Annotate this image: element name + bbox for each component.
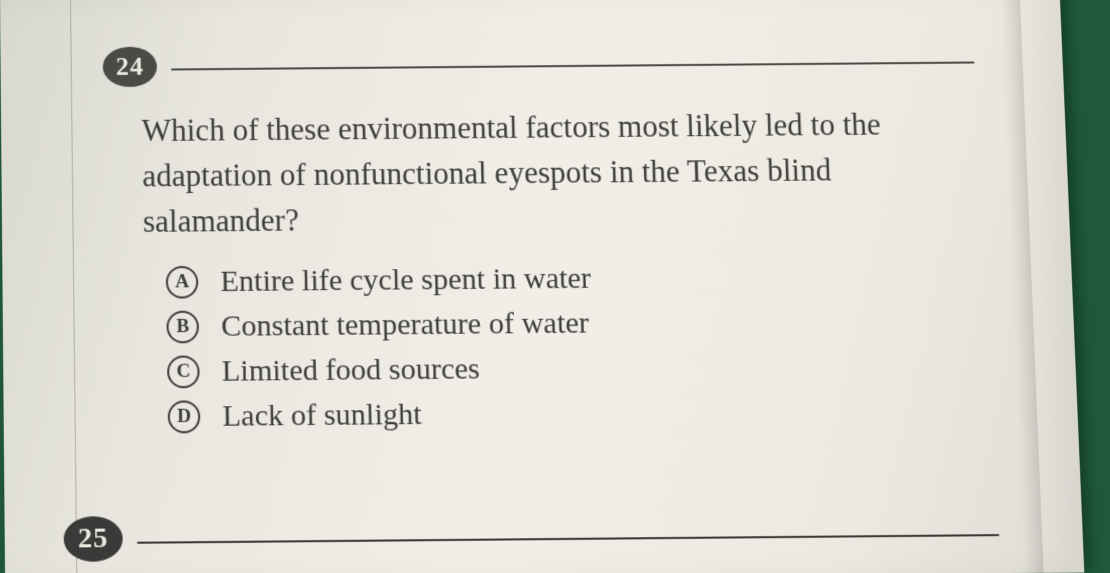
question-number: 25 bbox=[78, 522, 109, 555]
question-24-header: 24 bbox=[103, 39, 976, 87]
options-list: A Entire life cycle spent in water B Con… bbox=[166, 258, 939, 444]
option-letter-badge: D bbox=[168, 400, 201, 433]
option-c: C Limited food sources bbox=[167, 348, 937, 389]
option-text: Constant temperature of water bbox=[221, 306, 589, 344]
option-letter: D bbox=[177, 406, 191, 429]
option-letter-badge: A bbox=[166, 266, 199, 299]
margin-rule bbox=[70, 0, 77, 573]
question-number-badge: 25 bbox=[63, 516, 123, 562]
option-letter: B bbox=[176, 316, 189, 339]
option-d: D Lack of sunlight bbox=[168, 393, 939, 435]
question-number-badge: 24 bbox=[103, 47, 158, 88]
question-25-header: 25 bbox=[63, 508, 1000, 562]
header-rule bbox=[137, 534, 999, 544]
header-rule bbox=[171, 61, 975, 70]
option-text: Entire life cycle spent in water bbox=[220, 261, 591, 299]
page-right-edge-shadow bbox=[1000, 0, 1044, 573]
option-a: A Entire life cycle spent in water bbox=[166, 258, 933, 299]
question-text: Which of these environmental factors mos… bbox=[141, 102, 949, 245]
option-text: Limited food sources bbox=[222, 352, 481, 389]
option-letter: A bbox=[175, 271, 189, 293]
paper-page: 24 Which of these environmental factors … bbox=[0, 0, 1084, 573]
option-text: Lack of sunlight bbox=[222, 397, 422, 434]
question-number: 24 bbox=[116, 52, 144, 82]
option-letter: C bbox=[176, 361, 190, 384]
option-letter-badge: B bbox=[166, 311, 199, 344]
option-letter-badge: C bbox=[167, 355, 200, 388]
option-b: B Constant temperature of water bbox=[166, 303, 935, 344]
